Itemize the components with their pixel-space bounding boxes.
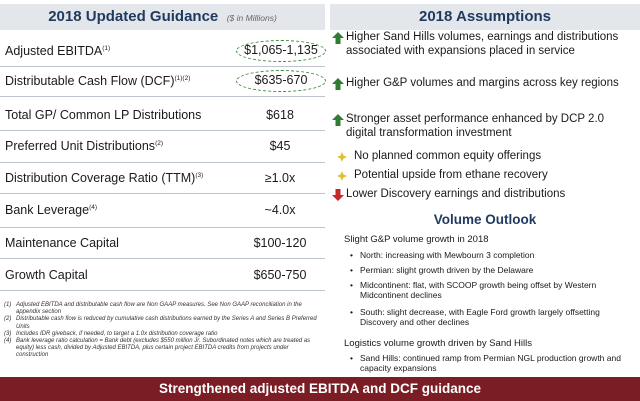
row-label: Bank Leverage	[5, 203, 90, 217]
guidance-title: 2018 Updated Guidance	[48, 8, 219, 25]
assumption-item: Potential upside from ethane recovery	[332, 169, 637, 183]
row-value: $100-120	[253, 236, 307, 250]
guidance-row-maintenance-capital: Maintenance Capital $100-120	[0, 229, 325, 257]
row-value: $45	[269, 139, 291, 153]
row-divider	[0, 193, 325, 194]
bullet-dot-icon: •	[350, 307, 353, 317]
guidance-row-bank-leverage: Bank Leverage(4) ~4.0x	[0, 196, 325, 224]
green-up-arrow-icon	[332, 114, 344, 126]
row-divider	[0, 130, 325, 131]
bullet-dot-icon: •	[350, 353, 353, 363]
assumption-item: No planned common equity offerings	[332, 150, 637, 164]
assumption-item: Lower Discovery earnings and distributio…	[332, 188, 637, 202]
row-divider	[0, 96, 325, 97]
guidance-panel: 2018 Updated Guidance ($ in Millions) Ad…	[0, 0, 326, 373]
volume-outlook-title: Volume Outlook	[433, 212, 537, 227]
row-footnote-ref: (3)	[195, 171, 204, 179]
yellow-diamond-icon	[337, 171, 347, 181]
row-divider	[0, 258, 325, 259]
row-label: Distribution Coverage Ratio (TTM)	[5, 171, 196, 185]
volume-bullet: • South: slight decrease, with Eagle Ford…	[350, 307, 600, 328]
row-footnote-ref: (1)	[102, 44, 111, 52]
row-footnote-ref: (1)(2)	[174, 74, 191, 82]
guidance-row-growth-capital: Growth Capital $650-750	[0, 261, 325, 289]
red-down-arrow-icon	[332, 189, 344, 201]
guidance-row-adjusted-ebitda: Adjusted EBITDA(1) $1,065-1,135	[0, 37, 326, 65]
guidance-unit-note: ($ in Millions)	[226, 13, 277, 23]
row-label: Distributable Cash Flow (DCF)	[5, 74, 175, 88]
row-value: $650-750	[253, 268, 307, 282]
footnote: (1) Adjusted EBITDA and distributable cas…	[4, 302, 302, 316]
row-label: Preferred Unit Distributions	[5, 139, 156, 153]
green-up-arrow-icon	[332, 78, 344, 90]
row-value: $618	[266, 108, 294, 122]
guidance-row-preferred-units: Preferred Unit Distributions(2) $45	[0, 132, 325, 160]
row-label: Total GP/ Common LP Distributions	[5, 108, 202, 122]
guidance-row-coverage-ratio: Distribution Coverage Ratio (TTM)(3) ≥1.…	[0, 164, 325, 192]
row-divider	[0, 227, 325, 228]
row-divider	[0, 162, 325, 163]
row-label: Maintenance Capital	[5, 236, 119, 250]
row-footnote-ref: (2)	[155, 139, 164, 147]
footer-banner: Strengthened adjusted EBITDA and DCF gui…	[0, 377, 640, 401]
assumption-item: Higher Sand Hills volumes, earnings and …	[332, 31, 637, 58]
row-value: ≥1.0x	[264, 171, 296, 185]
volume-bullet: • North: increasing with Mewbourn 3 compl…	[350, 250, 535, 260]
guidance-header: 2018 Updated Guidance ($ in Millions)	[0, 4, 325, 30]
volume-bullet: • Permian: slight growth driven by the De…	[350, 265, 534, 275]
green-up-arrow-icon	[332, 32, 344, 44]
bullet-dot-icon: •	[350, 265, 353, 275]
assumption-item: Stronger asset performance enhanced by D…	[332, 113, 637, 140]
row-divider	[0, 290, 325, 291]
row-value: ~4.0x	[264, 203, 296, 217]
row-value-highlighted: $635-670	[236, 70, 326, 92]
guidance-row-distributions: Total GP/ Common LP Distributions $618	[0, 101, 325, 129]
volume-bullet: • Sand Hills: continued ramp from Permian…	[350, 353, 621, 374]
assumptions-panel: 2018 Assumptions Higher Sand Hills volum…	[330, 0, 640, 373]
volume-group-heading: Slight G&P volume growth in 2018	[344, 234, 489, 245]
row-label: Adjusted EBITDA	[5, 44, 103, 58]
footnotes: (1) Adjusted EBITDA and distributable cas…	[4, 302, 322, 360]
footnote: (4) Bank leverage ratio calculation = Ban…	[4, 338, 311, 359]
row-label: Growth Capital	[5, 268, 88, 282]
assumptions-title: 2018 Assumptions	[330, 4, 640, 30]
yellow-diamond-icon	[337, 152, 347, 162]
row-footnote-ref: (4)	[89, 203, 98, 211]
footnote: (3) Includes IDR giveback, if needed, to …	[4, 330, 218, 337]
bullet-dot-icon: •	[350, 250, 353, 260]
row-value-highlighted: $1,065-1,135	[236, 40, 326, 62]
guidance-row-dcf: Distributable Cash Flow (DCF)(1)(2) $635…	[0, 67, 326, 95]
assumption-item: Higher G&P volumes and margins across ke…	[332, 77, 637, 91]
row-divider	[0, 66, 325, 67]
volume-group-heading: Logistics volume growth driven by Sand H…	[344, 338, 532, 349]
volume-bullet: • Midcontinent: flat, with SCOOP growth b…	[350, 280, 597, 301]
footnote: (2) Distributable cash flow is reduced by…	[4, 316, 317, 330]
bullet-dot-icon: •	[350, 280, 353, 290]
